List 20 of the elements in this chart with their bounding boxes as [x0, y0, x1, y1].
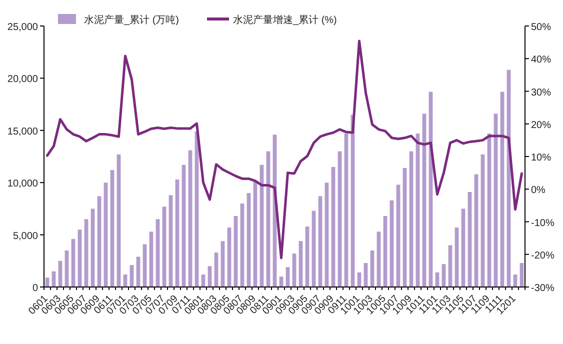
legend-label: 水泥产量_累计 (万吨) [84, 14, 179, 26]
line-series [46, 40, 523, 260]
y-tick-label: 10,000 [7, 178, 38, 190]
y2-tick-label: -10% [531, 218, 554, 229]
y2-tick-label: 50% [531, 22, 552, 33]
y2-tick-label: 40% [531, 54, 552, 66]
y-tick-label: 5,000 [12, 230, 38, 242]
y2-tick-label: -30% [531, 283, 554, 294]
y-tick-label: 25,000 [7, 22, 38, 33]
y2-tick-label: 30% [531, 87, 552, 98]
y2-tick-label: 20% [531, 120, 552, 131]
y2-tick-label: 10% [531, 152, 552, 164]
y-tick-label: 15,000 [7, 126, 38, 138]
bar [188, 150, 192, 287]
legend-label: 水泥产量增速_累计 (%) [233, 14, 337, 26]
bar [474, 174, 478, 287]
y-tick-label: 0 [32, 283, 38, 294]
y2-tick-label: -20% [531, 250, 554, 262]
y-tick-label: 20,000 [7, 74, 38, 86]
y2-tick-label: 0% [531, 185, 546, 196]
